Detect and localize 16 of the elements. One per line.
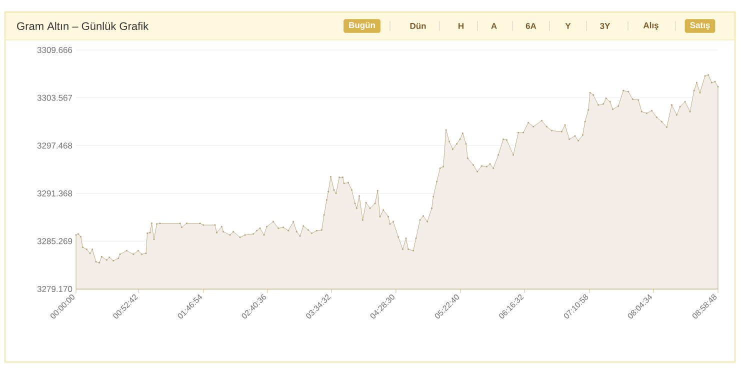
text: H: [458, 23, 464, 29]
chart-title: Gram Altın – Günlük Grafik: [17, 22, 149, 30]
text: Y: [565, 23, 571, 29]
y-tick-label: 3297.468: [37, 142, 72, 149]
y-tick-label: 3309.666: [37, 46, 72, 53]
text: 6A: [526, 22, 536, 29]
text: 3Y: [600, 22, 610, 30]
text: Dün: [410, 23, 426, 29]
text: Satış: [690, 22, 710, 30]
y-tick-label: 3303.567: [37, 94, 72, 101]
text: Alış: [643, 22, 658, 30]
y-tick-label: 3291.368: [37, 190, 72, 196]
y-tick-label: 3279.170: [37, 286, 72, 292]
text: A: [491, 23, 497, 29]
text: Bugün: [349, 22, 375, 30]
y-tick-label: 3285.269: [37, 238, 72, 244]
